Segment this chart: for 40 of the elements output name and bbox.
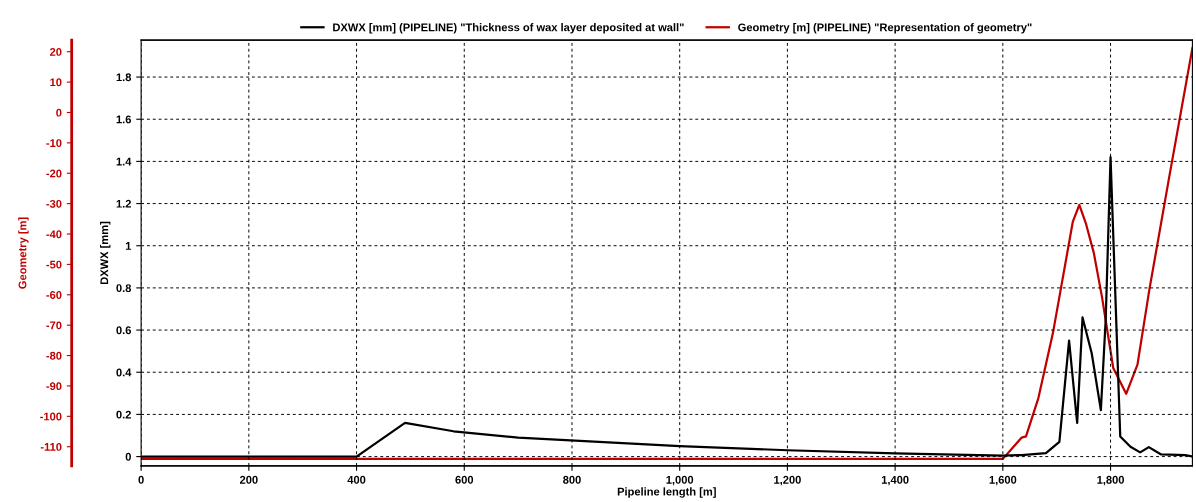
x-tick-label: 1,000 <box>666 475 694 486</box>
y-tick-label: 1.4 <box>116 157 132 166</box>
y-tick-label: 0.6 <box>116 326 132 335</box>
y2-tick-label: -50 <box>46 260 62 269</box>
y2-tick-label: -110 <box>40 442 62 451</box>
x-tick-label: 1,600 <box>989 475 1017 486</box>
y-tick-label: 0.8 <box>116 284 132 293</box>
x-tick-label: 800 <box>563 475 581 484</box>
y2-tick-label: -70 <box>46 321 62 330</box>
y-tick-label: 0.2 <box>116 410 131 419</box>
y2-tick-label: -30 <box>46 199 62 208</box>
y-tick-label: 0.4 <box>116 368 132 377</box>
y-axis-title: DXWX [mm] <box>100 221 111 285</box>
x-tick-label: 0 <box>138 475 144 484</box>
x-tick-label: 200 <box>239 475 258 484</box>
x-tick-label: 600 <box>455 475 474 484</box>
y2-axis-title: Geometry [m] <box>18 217 29 289</box>
y2-tick-label: -20 <box>46 169 62 178</box>
x-tick-label: 1,800 <box>1097 475 1124 486</box>
y-tick-label: 1.2 <box>116 199 131 208</box>
y2-tick-label: 10 <box>50 78 62 87</box>
legend-label: Geometry [m] (PIPELINE) "Representation of geometry" <box>738 23 1032 34</box>
y2-tick-label: -90 <box>46 382 62 391</box>
y2-tick-label: -80 <box>46 351 62 360</box>
y-tick-label: 1 <box>125 242 132 250</box>
y-tick-label: 1.8 <box>116 73 132 82</box>
y2-tick-label: -60 <box>46 291 62 299</box>
x-tick-label: 400 <box>347 475 366 484</box>
legend-label: DXWX [mm] (PIPELINE) "Thickness of wax layer deposited at wall" <box>333 23 684 34</box>
line-series <box>141 46 1193 460</box>
y-tick-label: 1.6 <box>116 115 132 124</box>
y2-tick-label: 20 <box>49 47 62 56</box>
y-tick-label: 0 <box>125 452 131 461</box>
y2-tick-label: 0 <box>56 108 62 117</box>
x-tick-label: 1,200 <box>774 475 801 486</box>
y2-tick-label: -40 <box>46 230 62 239</box>
y2-tick-label: -100 <box>40 412 62 421</box>
x-tick-label: 1,400 <box>881 475 909 486</box>
y2-tick-label: -10 <box>46 139 62 147</box>
x-axis-title: Pipeline length [m] <box>617 487 716 498</box>
